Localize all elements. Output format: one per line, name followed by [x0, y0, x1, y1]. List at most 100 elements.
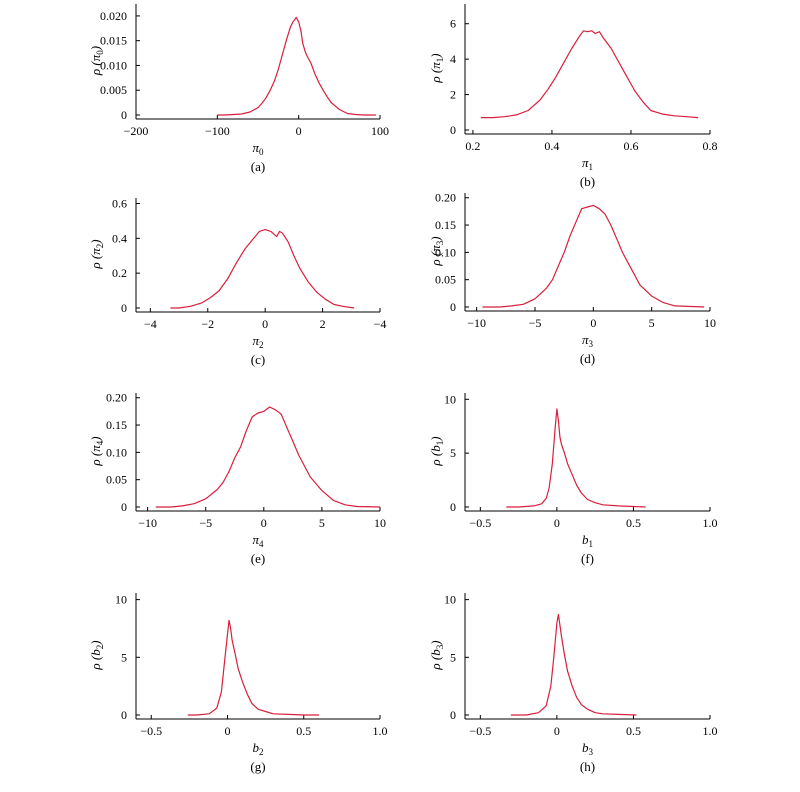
panel-f-x-tick-label: −0.5	[469, 516, 491, 530]
panel-a-x-tick-label: −200	[124, 124, 149, 138]
panel-c-x-label: π2	[252, 333, 263, 350]
panel-f-x-tick-label: 0.5	[626, 516, 641, 530]
panel-a-x-tick-label: 0	[296, 124, 302, 138]
panel-b-x-tick-label: 0.4	[544, 139, 559, 153]
panel-a-density-line	[217, 16, 376, 116]
panel-a-y-label: ρ (π0)	[88, 46, 105, 76]
panel-e-y-tick-label: 0.15	[106, 418, 127, 432]
panel-f-y-tick-label: 10	[444, 392, 456, 406]
panel-h-y-tick-label: 10	[444, 593, 456, 607]
panel-e-y-tick-label: 0.10	[106, 445, 127, 459]
panel-e-x-tick-label: 0	[261, 516, 267, 530]
panel-c-x-tick-label: −4	[374, 317, 387, 331]
panel-a-label: (a)	[251, 159, 265, 174]
panel-b-y-tick-label: 2	[450, 88, 456, 102]
panel-a-x-tick-label: 100	[371, 124, 389, 138]
panel-a-y-tick-label: 0.005	[100, 83, 127, 97]
panel-h-y-tick-label: 0	[450, 708, 456, 722]
panel-e-y-tick-label: 0	[121, 500, 127, 514]
panel-h-x-tick-label: 0.5	[626, 724, 641, 738]
panel-g-y-tick-label: 0	[121, 708, 127, 722]
panel-b-x-tick-label: 0.8	[703, 139, 718, 153]
panel-h-x-label: b3	[582, 740, 594, 757]
panel-h-y-tick-label: 5	[450, 650, 456, 664]
panel-d-y-tick-label: 0	[450, 300, 456, 314]
panel-a-y-tick-label: 0	[121, 108, 127, 122]
panel-b-y-tick-label: 6	[450, 17, 456, 31]
panel-d-x-tick-label: −10	[467, 316, 486, 330]
panel-g-y-label: ρ (b2)	[88, 640, 105, 670]
panel-e-y-label: ρ (π4)	[88, 436, 105, 466]
panel-d-x-label: π3	[582, 332, 594, 349]
panel-h-x-tick-label: −0.5	[469, 724, 491, 738]
panel-g-density-line	[187, 619, 319, 716]
panel-b-y-tick-label: 0	[450, 123, 456, 137]
panel-h-density-line	[510, 614, 637, 716]
panel-b-x-tick-label: 0.2	[465, 139, 480, 153]
panel-d-x-tick-label: 0	[590, 316, 596, 330]
panel-e-x-label: π4	[252, 532, 264, 549]
panel-f-x-tick-label: 0	[554, 516, 560, 530]
panel-a-x-label: π0	[252, 140, 264, 157]
panel-g-x-tick-label: −0.5	[140, 724, 162, 738]
panel-d-density-line	[482, 204, 705, 308]
panel-e-label: (e)	[251, 551, 265, 566]
panel-a-x-tick-label: −100	[205, 124, 230, 138]
panel-c-label: (c)	[251, 352, 265, 367]
panel-c-x-tick-label: 2	[320, 317, 326, 331]
panel-g-y-tick-label: 10	[115, 593, 127, 607]
panel-b-x-tick-label: 0.6	[623, 139, 638, 153]
panel-g-y-tick-label: 5	[121, 650, 127, 664]
panel-h-x-tick-label: 1.0	[703, 724, 718, 738]
panel-d-x-tick-label: −5	[529, 316, 542, 330]
panel-e-x-tick-label: −5	[199, 516, 212, 530]
panel-d-x-tick-label: 10	[704, 316, 716, 330]
panel-f-label: (f)	[581, 551, 594, 566]
panel-b-y-tick-label: 4	[450, 52, 456, 66]
panel-e-x-tick-label: −10	[138, 516, 157, 530]
panel-c-y-label: ρ (π2)	[88, 239, 105, 269]
panel-d-x-tick-label: 5	[649, 316, 655, 330]
panel-c-density-line	[170, 229, 355, 309]
panel-f-y-tick-label: 0	[450, 500, 456, 514]
panel-e-density-line	[155, 406, 381, 508]
panel-c-x-tick-label: 0	[262, 317, 268, 331]
panel-c-x-tick-label: −2	[201, 317, 214, 331]
panel-d-y-tick-label: 0.20	[435, 191, 456, 205]
panel-c-y-tick-label: 0.6	[112, 196, 127, 210]
panel-h-label: (h)	[580, 759, 595, 774]
panel-d-y-tick-label: 0.15	[435, 218, 456, 232]
panel-d-label: (d)	[580, 351, 595, 366]
panel-a-y-tick-label: 0.020	[100, 9, 127, 23]
panel-f-density-line	[506, 408, 646, 508]
panel-c-y-tick-label: 0	[121, 301, 127, 315]
panel-g-x-tick-label: 0	[225, 724, 231, 738]
panel-f-y-label: ρ (b1)	[428, 436, 445, 466]
panel-g-x-tick-label: 1.0	[373, 724, 388, 738]
panel-b-x-label: π1	[582, 155, 593, 172]
panel-g-x-label: b2	[253, 740, 264, 757]
panel-e-x-tick-label: 10	[374, 516, 386, 530]
panel-a-y-tick-label: 0.010	[100, 58, 127, 72]
panel-c-y-tick-label: 0.2	[112, 266, 127, 280]
panel-d-y-tick-label: 0.05	[435, 273, 456, 287]
panel-g-x-tick-label: 0.5	[296, 724, 311, 738]
panel-h-x-tick-label: 0	[554, 724, 560, 738]
panel-c-x-tick-label: −4	[144, 317, 157, 331]
panel-f-y-tick-label: 5	[450, 446, 456, 460]
panel-a-y-tick-label: 0.015	[100, 34, 127, 48]
panel-e-y-tick-label: 0.05	[106, 473, 127, 487]
panel-f-x-label: b1	[582, 532, 593, 549]
panel-b-y-label: ρ (π1)	[428, 53, 445, 83]
panel-e-x-tick-label: 5	[319, 516, 325, 530]
panel-f-x-tick-label: 1.0	[703, 516, 718, 530]
panel-h-y-label: ρ (b3)	[428, 640, 445, 670]
panel-b-density-line	[480, 30, 699, 119]
panel-d-y-tick-label: 0.10	[435, 245, 456, 259]
panel-c-y-tick-label: 0.4	[112, 231, 127, 245]
panel-b-label: (b)	[580, 174, 595, 189]
panel-d-y-label: ρ (π3)	[428, 236, 445, 266]
panel-e-y-tick-label: 0.20	[106, 391, 127, 405]
